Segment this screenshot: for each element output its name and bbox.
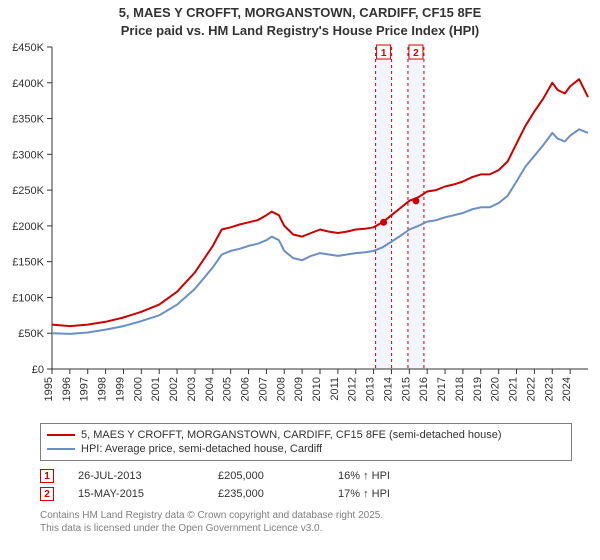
y-tick-label: £0: [32, 364, 44, 376]
x-tick-label: 1997: [79, 377, 91, 401]
x-tick-label: 1998: [97, 377, 109, 401]
y-tick-label: £200K: [12, 221, 44, 233]
event-delta: 17% ↑ HPI: [338, 488, 458, 500]
x-tick-label: 2019: [472, 377, 484, 401]
x-tick-label: 2001: [150, 377, 162, 401]
x-tick-label: 2012: [347, 377, 359, 401]
event-price: £205,000: [218, 470, 338, 482]
x-tick-label: 2004: [204, 377, 216, 401]
x-tick-label: 2006: [240, 377, 252, 401]
x-tick-label: 2023: [543, 377, 555, 401]
series-marker: [380, 219, 387, 226]
event-band: [408, 47, 424, 369]
event-marker: 1: [40, 469, 54, 483]
y-tick-label: £250K: [12, 185, 44, 197]
x-tick-label: 2009: [293, 377, 305, 401]
x-tick-label: 2020: [490, 377, 502, 401]
x-tick-label: 2010: [311, 377, 323, 401]
events-table: 1 26-JUL-2013£205,00016% ↑ HPI 2 15-MAY-201…: [40, 467, 572, 503]
event-price: £235,000: [218, 488, 338, 500]
y-tick-label: £50K: [18, 328, 44, 340]
x-tick-label: 2007: [257, 377, 269, 401]
x-tick-label: 2017: [436, 377, 448, 401]
footnote: Contains HM Land Registry data © Crown c…: [40, 509, 572, 535]
x-tick-label: 2005: [222, 377, 234, 401]
x-tick-label: 2015: [400, 377, 412, 401]
y-tick-label: £350K: [12, 114, 44, 126]
event-row: 1 26-JUL-2013£205,00016% ↑ HPI: [40, 467, 572, 485]
y-tick-label: £100K: [12, 293, 44, 305]
legend-swatch: [47, 434, 75, 436]
x-tick-label: 2013: [365, 377, 377, 401]
x-tick-label: 2000: [132, 377, 144, 401]
event-delta: 16% ↑ HPI: [338, 470, 458, 482]
series-price_paid: [52, 79, 588, 326]
legend-item: HPI: Average price, semi-detached house,…: [47, 442, 565, 456]
y-tick-label: £450K: [12, 42, 44, 54]
title-line-1: 5, MAES Y CROFFT, MORGANSTOWN, CARDIFF, …: [0, 4, 600, 22]
event-band: [376, 47, 392, 369]
y-tick-label: £400K: [12, 78, 44, 90]
y-tick-label: £300K: [12, 149, 44, 161]
x-tick-label: 2016: [418, 377, 430, 401]
x-tick-label: 2024: [561, 377, 573, 401]
x-tick-label: 2021: [508, 377, 520, 401]
y-tick-label: £150K: [12, 257, 44, 269]
chart-area: £0 £50K £100K £150K £200K £250K £300K £350K £400…: [0, 39, 600, 419]
legend-label: 5, MAES Y CROFFT, MORGANSTOWN, CARDIFF, …: [81, 429, 502, 441]
legend-label: HPI: Average price, semi-detached house,…: [81, 443, 322, 455]
event-marker: 2: [40, 487, 54, 501]
event-date: 26-JUL-2013: [78, 470, 218, 482]
x-tick-label: 2018: [454, 377, 466, 401]
x-tick-label: 2014: [382, 377, 394, 401]
x-tick-label: 2002: [168, 377, 180, 401]
line-chart-svg: £0 £50K £100K £150K £200K £250K £300K £350K £400…: [0, 39, 600, 419]
x-tick-label: 1996: [61, 377, 73, 401]
legend-swatch: [47, 448, 75, 450]
x-tick-label: 2008: [275, 377, 287, 401]
x-tick-label: 1999: [114, 377, 126, 401]
event-row: 2 15-MAY-2015£235,00017% ↑ HPI: [40, 485, 572, 503]
legend: 5, MAES Y CROFFT, MORGANSTOWN, CARDIFF, …: [40, 423, 572, 461]
event-marker-number: 1: [381, 48, 387, 59]
x-tick-label: 2011: [329, 377, 341, 401]
legend-item: 5, MAES Y CROFFT, MORGANSTOWN, CARDIFF, …: [47, 428, 565, 442]
event-marker-number: 2: [413, 48, 419, 59]
event-date: 15-MAY-2015: [78, 488, 218, 500]
footnote-line-1: Contains HM Land Registry data © Crown c…: [40, 509, 572, 522]
x-tick-label: 1995: [43, 377, 55, 401]
chart-title-block: 5, MAES Y CROFFT, MORGANSTOWN, CARDIFF, …: [0, 0, 600, 39]
series-marker: [412, 197, 419, 204]
x-tick-label: 2003: [186, 377, 198, 401]
footnote-line-2: This data is licensed under the Open Gov…: [40, 522, 572, 535]
x-tick-label: 2022: [525, 377, 537, 401]
title-line-2: Price paid vs. HM Land Registry's House …: [0, 22, 600, 40]
